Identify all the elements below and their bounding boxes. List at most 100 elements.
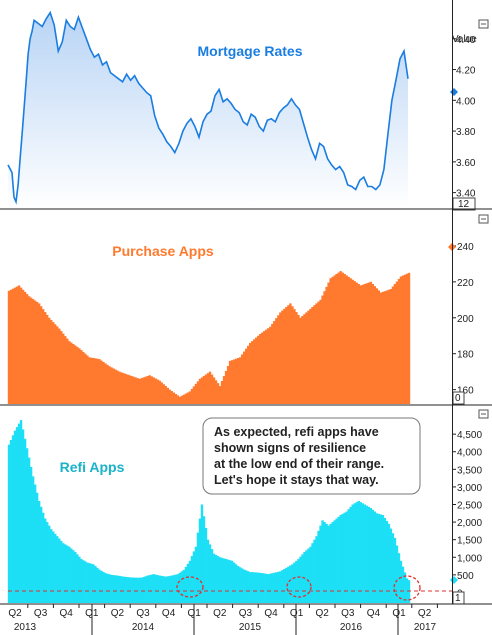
purchase-apps-bar [128,375,131,404]
purchase-apps-bar [202,375,206,404]
purchase-apps-bar [45,314,49,404]
refi-apps-bar [339,515,342,603]
purchase-apps-bar [224,370,228,404]
refi-apps-bar [335,518,338,603]
refi-apps-bar [393,537,397,603]
refi-apps-bar [106,573,109,603]
refi-apps-bar [277,571,280,603]
refi-apps-bar [234,564,238,603]
purchase-apps-bar [23,291,27,404]
refi-apps-bar [25,448,29,603]
value-label: Value [452,34,477,45]
refi-apps-bar [170,575,174,603]
purchase-apps-bar [110,367,113,404]
purchase-apps-bar [405,273,409,404]
purchase-apps-bar [391,286,395,404]
refi-apps-bar [275,572,278,603]
x-year-label: 2017 [414,622,437,633]
purchase-apps-bar [349,278,352,404]
refi-apps-bar [196,532,200,603]
refi-apps-bar [23,438,27,603]
annotation-line: As expected, refi apps have [214,425,379,439]
purchase-apps-bar [116,370,119,404]
purchase-apps-bar [140,378,143,404]
refi-apps-bar [307,548,310,603]
refi-apps-bar [345,511,348,603]
purchase-apps-bar [172,392,176,404]
refi-apps-bar [114,575,117,603]
refi-apps-bar [164,576,167,603]
refi-apps-bar [56,536,59,603]
refi-apps-bar [134,577,137,603]
mortgage-rates-panel: Mortgage Rates Value 3.40 3.60 3.80 4.00 4.2… [7,8,489,211]
purchase-apps-bar [357,284,360,404]
x-quarter-label: Q3 [34,608,48,619]
refi-apps-bar [377,513,381,603]
purchase-apps-bar [341,272,344,404]
x-quarter-label: Q3 [136,608,150,619]
purchase-apps-bar [236,358,240,404]
refi-apps-bar [323,522,326,603]
refi-apps-bar [70,548,73,603]
refi-apps-bar [15,427,19,603]
refi-apps-bar [182,569,186,603]
purchase-apps-bar [361,284,364,404]
purchase-apps-bar [249,342,252,404]
refi-apps-bar [325,523,328,603]
purchase-apps-bar [100,360,103,404]
highlight-circle [176,576,204,598]
purchase-apps-bar [281,310,284,404]
refi-apps-bar [367,506,370,603]
purchase-apps-bar [230,360,234,404]
purchase-apps-bar [337,272,340,404]
purchase-apps-bar [299,317,302,404]
refi-apps-bar [116,575,119,603]
refi-apps-bar [74,551,77,603]
refi-apps-bar [190,556,194,603]
refi-apps-bar [130,577,133,603]
refi-apps-bar [407,580,411,603]
annotation-line: at the low end of their range. [214,457,384,471]
purchase-apps-bar [76,346,79,404]
refi-apps-bar [403,572,407,603]
purchase-apps-bar [168,389,172,404]
refi-apps-bar [381,515,385,603]
refi-apps-bar [132,577,135,603]
refi-apps-bar [387,523,391,603]
purchase-apps-bar [96,358,99,404]
purchase-apps-bar [208,371,212,404]
x-year-label: 2015 [239,622,262,633]
purchase-apps-bar [275,318,278,404]
purchase-apps-bar [321,295,324,404]
purchase-apps-bar [212,377,216,404]
purchase-apps-bar [379,292,383,404]
x-quarter-label: Q2 [111,608,125,619]
refi-apps-bar [136,577,139,603]
purchase-apps-bar [297,314,300,404]
refi-apps-bar [210,549,214,603]
refi-apps-bar [142,576,145,603]
purchase-apps-bar [37,303,41,404]
purchase-apps-bar [11,288,15,404]
refi-apps-bar [361,503,364,603]
refi-apps-bar [186,563,190,603]
refi-apps-bar [50,529,53,603]
refi-apps-bar [86,562,89,603]
purchase-apps-bar [377,290,381,404]
purchase-apps-bar [210,374,214,404]
purchase-apps-bar [74,345,77,404]
purchase-apps-bar [17,285,21,404]
purchase-apps-bar [122,373,125,404]
purchase-apps-bar [401,275,405,404]
mortgage-y-tick-label: 3.60 [456,158,476,169]
refi-apps-bar [104,573,107,603]
purchase-apps-bar [176,395,180,404]
purchase-apps-bar [365,283,368,404]
purchase-apps-bar [31,299,35,404]
x-quarter-label: Q4 [162,608,176,619]
purchase-apps-bar [9,289,13,404]
purchase-apps-bar [112,368,115,404]
refi-apps-bar [236,566,240,603]
x-quarter-label: Q2 [8,608,22,619]
x-year-label: 2013 [14,622,37,633]
